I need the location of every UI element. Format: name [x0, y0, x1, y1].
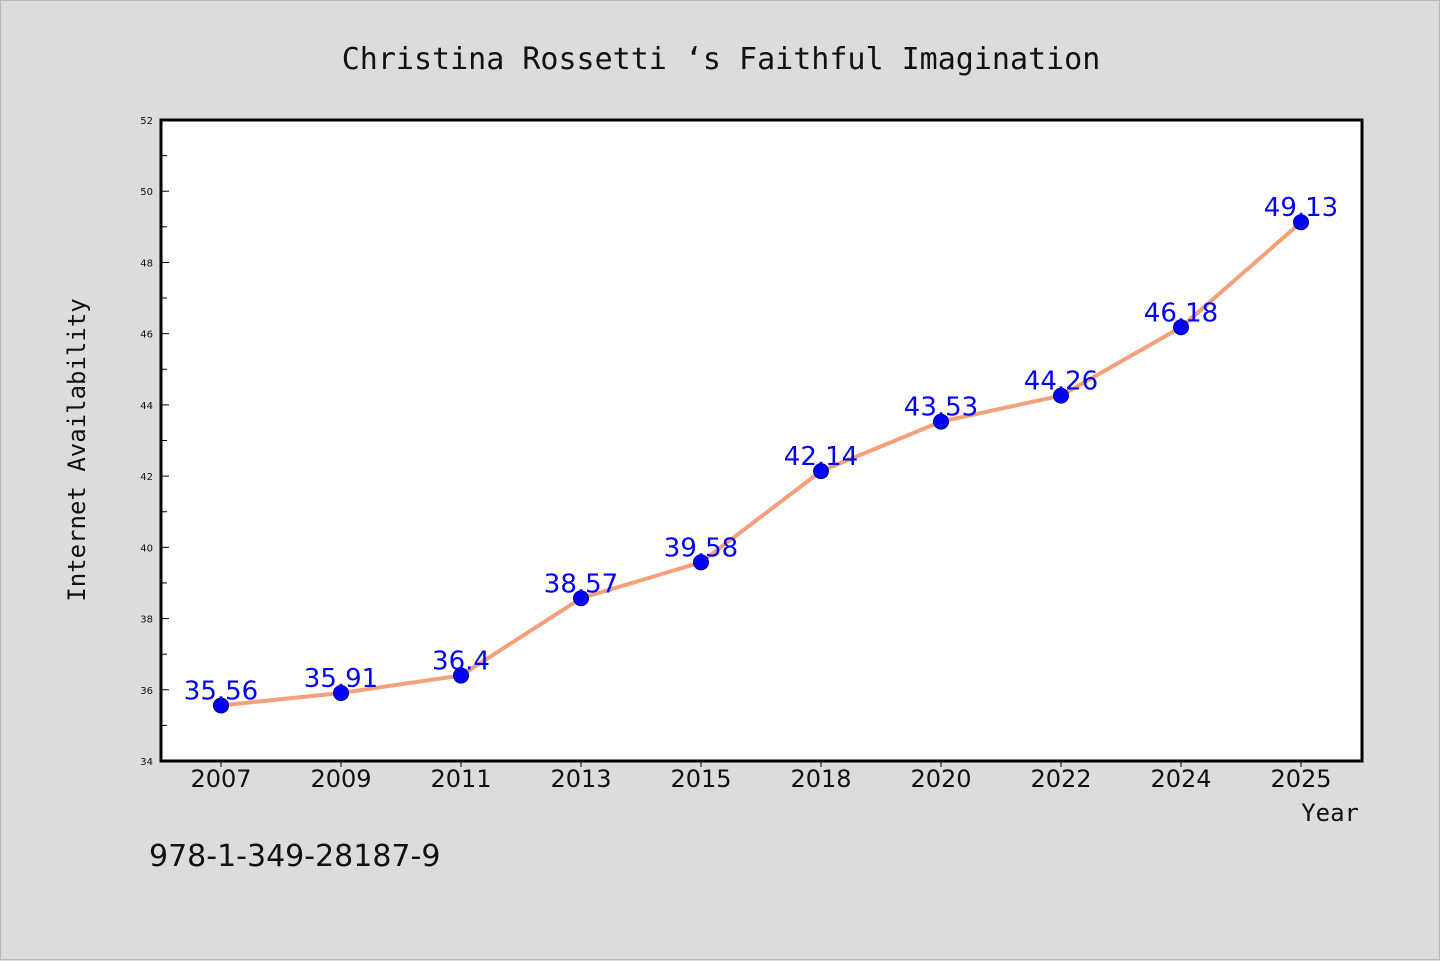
y-tick-label: 42	[140, 472, 153, 483]
y-tick-label: 40	[140, 543, 153, 554]
y-tick-label: 46	[140, 330, 153, 341]
data-label: 46.18	[1144, 298, 1218, 328]
x-tick-label: 2024	[1150, 765, 1211, 793]
series-line	[220, 220, 1303, 708]
data-point	[333, 684, 349, 701]
data-label: 44.26	[1024, 367, 1098, 397]
y-tick-label: 52	[140, 116, 153, 127]
x-axis: 2007 2009 2011 2013 2015 2018 2020 2022 2024 2025	[190, 761, 1332, 793]
x-tick-label: 2018	[790, 765, 851, 793]
data-point	[573, 590, 589, 607]
data-label: 49.13	[1264, 193, 1338, 223]
x-tick-label: 2007	[190, 765, 251, 793]
data-point	[1053, 387, 1069, 404]
chart-title: Christina Rossetti ‘s Faithful Imaginati…	[342, 42, 1101, 77]
x-tick-label: 2022	[1030, 765, 1091, 793]
plot-area	[159, 118, 1364, 763]
data-label: 43.53	[904, 393, 978, 423]
y-tick-label: 36	[140, 686, 153, 697]
data-label: 42.14	[784, 442, 858, 472]
y-axis-label: Internet Availability	[63, 298, 91, 601]
data-point	[693, 554, 709, 571]
data-label: 38.57	[544, 569, 618, 599]
x-tick-label: 2015	[670, 765, 731, 793]
data-label: 36.4	[432, 647, 490, 677]
y-tick-label: 50	[140, 187, 153, 198]
data-label: 35.56	[184, 676, 258, 706]
data-point	[213, 697, 229, 714]
data-point	[1293, 214, 1309, 231]
y-tick-label: 48	[140, 258, 153, 269]
data-point	[813, 463, 829, 480]
isbn-footer: 978-1-349-28187-9	[149, 839, 440, 874]
series-line-group: 35.56 35.91 36.4 38.57 39.58 42.14 43.53 44.26 4…	[184, 193, 1338, 714]
data-label: 35.91	[304, 664, 378, 694]
data-point	[453, 667, 469, 684]
x-tick-label: 2013	[550, 765, 611, 793]
y-tick-label: 44	[140, 401, 153, 412]
x-axis-label: Year	[1301, 799, 1359, 827]
x-tick-label: 2011	[430, 765, 491, 793]
data-label: 39.58	[664, 533, 738, 563]
x-tick-label: 2025	[1270, 765, 1331, 793]
y-axis: 34 36 38 40 42 44 46 48 50 52	[140, 116, 169, 768]
data-point	[1173, 319, 1189, 336]
data-point	[933, 413, 949, 430]
y-tick-label: 34	[140, 757, 153, 768]
y-tick-label: 38	[140, 615, 153, 626]
x-tick-label: 2009	[310, 765, 371, 793]
x-tick-label: 2020	[910, 765, 971, 793]
